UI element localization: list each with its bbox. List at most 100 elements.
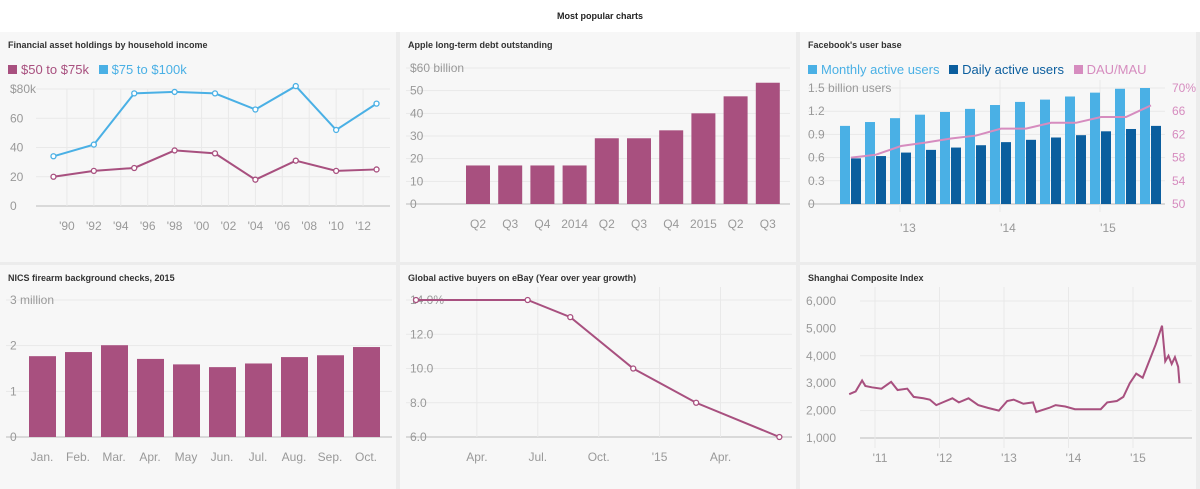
series-line	[848, 325, 1181, 414]
data-point	[171, 88, 178, 96]
y-tick-label: 3 million	[10, 293, 54, 307]
x-tick-label: '14	[1000, 221, 1016, 235]
legend-label: $50 to $75k	[21, 62, 89, 77]
bar-daily-active	[1126, 128, 1136, 204]
bar	[173, 364, 200, 437]
bar	[245, 363, 272, 437]
x-tick-label: Q2	[599, 217, 615, 231]
bar-monthly-active	[965, 108, 975, 204]
bar-daily-active	[1001, 142, 1011, 204]
y-tick-label: 1.2	[808, 104, 825, 118]
bar-daily-active	[1151, 125, 1161, 204]
bar	[101, 345, 128, 437]
x-tick-label: Q2	[728, 217, 744, 231]
legend-swatch-icon	[949, 65, 959, 74]
x-tick-label: Feb.	[66, 450, 90, 464]
x-tick-label: '90	[59, 219, 75, 233]
y2-tick-label: 66	[1172, 104, 1186, 118]
y-tick-label: 0	[808, 197, 815, 211]
y-tick-label: 0	[10, 430, 17, 444]
data-point	[252, 106, 259, 113]
y-tick-label: 1.5 billion users	[808, 81, 891, 95]
data-point	[292, 82, 299, 90]
bar	[466, 165, 490, 204]
y-tick-label: 2,000	[806, 404, 836, 418]
y-tick-label: 40	[410, 106, 424, 120]
data-point	[211, 150, 219, 157]
data-point	[333, 167, 340, 175]
data-point	[50, 153, 57, 160]
y-tick-label: 4,000	[806, 349, 836, 363]
x-tick-label: Aug.	[282, 450, 307, 464]
bar	[691, 113, 716, 204]
data-point	[171, 147, 178, 154]
bar-monthly-active	[1090, 92, 1100, 204]
y-tick-label: 10.0	[410, 362, 434, 376]
chart-svg: 0 10 20 30 40 50 $60 billion Q2 Q3 Q4 2014 Q2 Q3 Q4 20…	[406, 61, 790, 231]
y-tick-label: 5,000	[806, 321, 836, 335]
x-tick-label: '10	[328, 219, 344, 233]
bar-monthly-active	[840, 125, 850, 204]
bar	[594, 138, 619, 204]
x-tick-label: '02	[221, 219, 237, 233]
y-tick-label: 1,000	[806, 431, 836, 445]
legend-label: $75 to $100k	[111, 62, 187, 77]
bar-daily-active	[876, 156, 886, 204]
bar-monthly-active	[1115, 88, 1125, 204]
chart-svg: 6.08.010.012.014.0%Apr. Jul. Oct. '15 Apr.	[406, 287, 792, 464]
x-tick-label: Sep.	[318, 450, 343, 464]
legend-swatch-icon	[98, 65, 108, 74]
bar	[317, 355, 344, 437]
legend-item: Monthly active users	[808, 62, 940, 77]
legend-label: DAU/MAU	[1086, 62, 1147, 77]
legend: Monthly active users Daily active users …	[808, 62, 1153, 77]
y-tick-label: 6.0	[410, 430, 427, 444]
x-tick-label: Apr.	[710, 450, 731, 464]
y-tick-label: 0.6	[808, 151, 825, 165]
bar-monthly-active	[1140, 88, 1150, 204]
chart-panel-shanghai-index: Shanghai Composite Index 1,000 2,000 3,000…	[800, 265, 1196, 489]
y-tick-label: 20	[10, 170, 24, 184]
chart-svg: 1,000 2,000 3,000 4,000 5,000 6,000 '11 '12 '13 '…	[806, 287, 1192, 465]
data-point	[333, 126, 340, 134]
y-tick-label: 60	[10, 111, 24, 125]
bar	[627, 138, 651, 204]
bar-daily-active	[901, 152, 911, 204]
data-point	[630, 365, 637, 372]
x-tick-label: Jun.	[211, 450, 234, 464]
legend-item: $75 to $100k	[98, 62, 187, 77]
x-tick-label: '13	[900, 221, 916, 235]
data-point	[567, 313, 574, 321]
data-point	[131, 164, 138, 172]
x-tick-label: Q3	[502, 217, 518, 231]
y2-tick-label: 54	[1172, 174, 1186, 188]
bar	[562, 165, 587, 204]
x-tick-label: Q3	[760, 217, 776, 231]
bar	[659, 130, 684, 204]
x-tick-label: Q4	[663, 217, 679, 231]
bar	[65, 352, 92, 437]
x-tick-label: '98	[167, 219, 183, 233]
y-tick-label: 1	[10, 384, 17, 398]
bar	[137, 358, 164, 437]
bar-daily-active	[976, 145, 986, 204]
y-tick-label: 40	[10, 141, 24, 155]
x-tick-label: '92	[86, 219, 102, 233]
legend-item: DAU/MAU	[1073, 62, 1147, 77]
bar	[530, 165, 555, 204]
bar	[498, 165, 523, 204]
x-tick-label: '15	[1130, 451, 1146, 465]
x-tick-label: Q2	[470, 217, 486, 231]
x-tick-label: '11	[873, 451, 888, 465]
bar-daily-active	[851, 158, 861, 204]
bar-monthly-active	[1065, 96, 1075, 204]
x-tick-label: '15	[652, 450, 668, 464]
data-point	[776, 433, 783, 441]
x-tick-label: Oct.	[588, 450, 610, 464]
data-point	[292, 157, 299, 164]
bar-daily-active	[1051, 137, 1061, 204]
legend-label: Monthly active users	[821, 62, 940, 77]
legend-label: Daily active users	[962, 62, 1064, 77]
page-title: Most popular charts	[0, 0, 1200, 32]
bar-monthly-active	[940, 111, 950, 204]
